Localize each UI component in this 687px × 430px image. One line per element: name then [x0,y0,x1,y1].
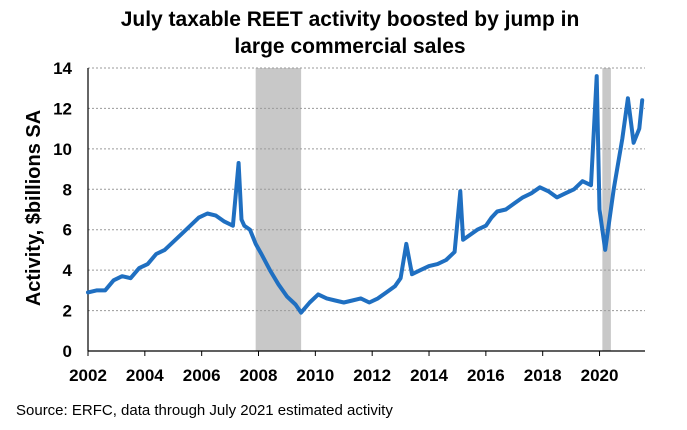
y-tick-label: 12 [53,99,72,118]
x-tick-labels: 2002 2004 2006 2008 2010 2012 2014 2016 2018 2020 [69,366,618,385]
recession-band-1 [602,68,611,351]
y-tick-label: 2 [63,302,72,321]
y-tick-label: 8 [63,180,72,199]
y-axis-label: Activity, $billions SA [23,110,45,306]
chart-title: July taxable REET activity boosted by ju… [40,6,660,60]
y-tick-label: 6 [63,221,72,240]
recession-band-0 [255,68,302,351]
y-tick-label: 10 [53,140,72,159]
x-tick-label: 2020 [581,366,619,385]
source-note: Source: ERFC, data through July 2021 est… [16,402,393,419]
x-tick-label: 2002 [69,366,107,385]
x-tick-label: 2018 [524,366,562,385]
chart-title-line-1: July taxable REET activity boosted by ju… [120,8,580,31]
series-line-0 [86,74,645,315]
x-tick-label: 2006 [183,366,221,385]
x-tick-label: 2010 [296,366,334,385]
axes [87,68,645,356]
gridlines [88,67,645,312]
y-tick-labels: 0 2 4 6 8 10 12 14 [53,59,72,361]
y-tick-label: 4 [63,261,73,280]
x-tick-label: 2008 [240,366,278,385]
x-tick-label: 2016 [467,366,505,385]
x-tick-label: 2014 [410,366,448,385]
y-tick-label: 14 [53,59,72,78]
x-tick-label: 2004 [126,366,164,385]
chart-title-line-2: large commercial sales [234,35,466,58]
recession-bands [255,68,611,351]
y-tick-label: 0 [63,342,72,361]
x-tick-label: 2012 [353,366,391,385]
series-layer [86,74,645,315]
